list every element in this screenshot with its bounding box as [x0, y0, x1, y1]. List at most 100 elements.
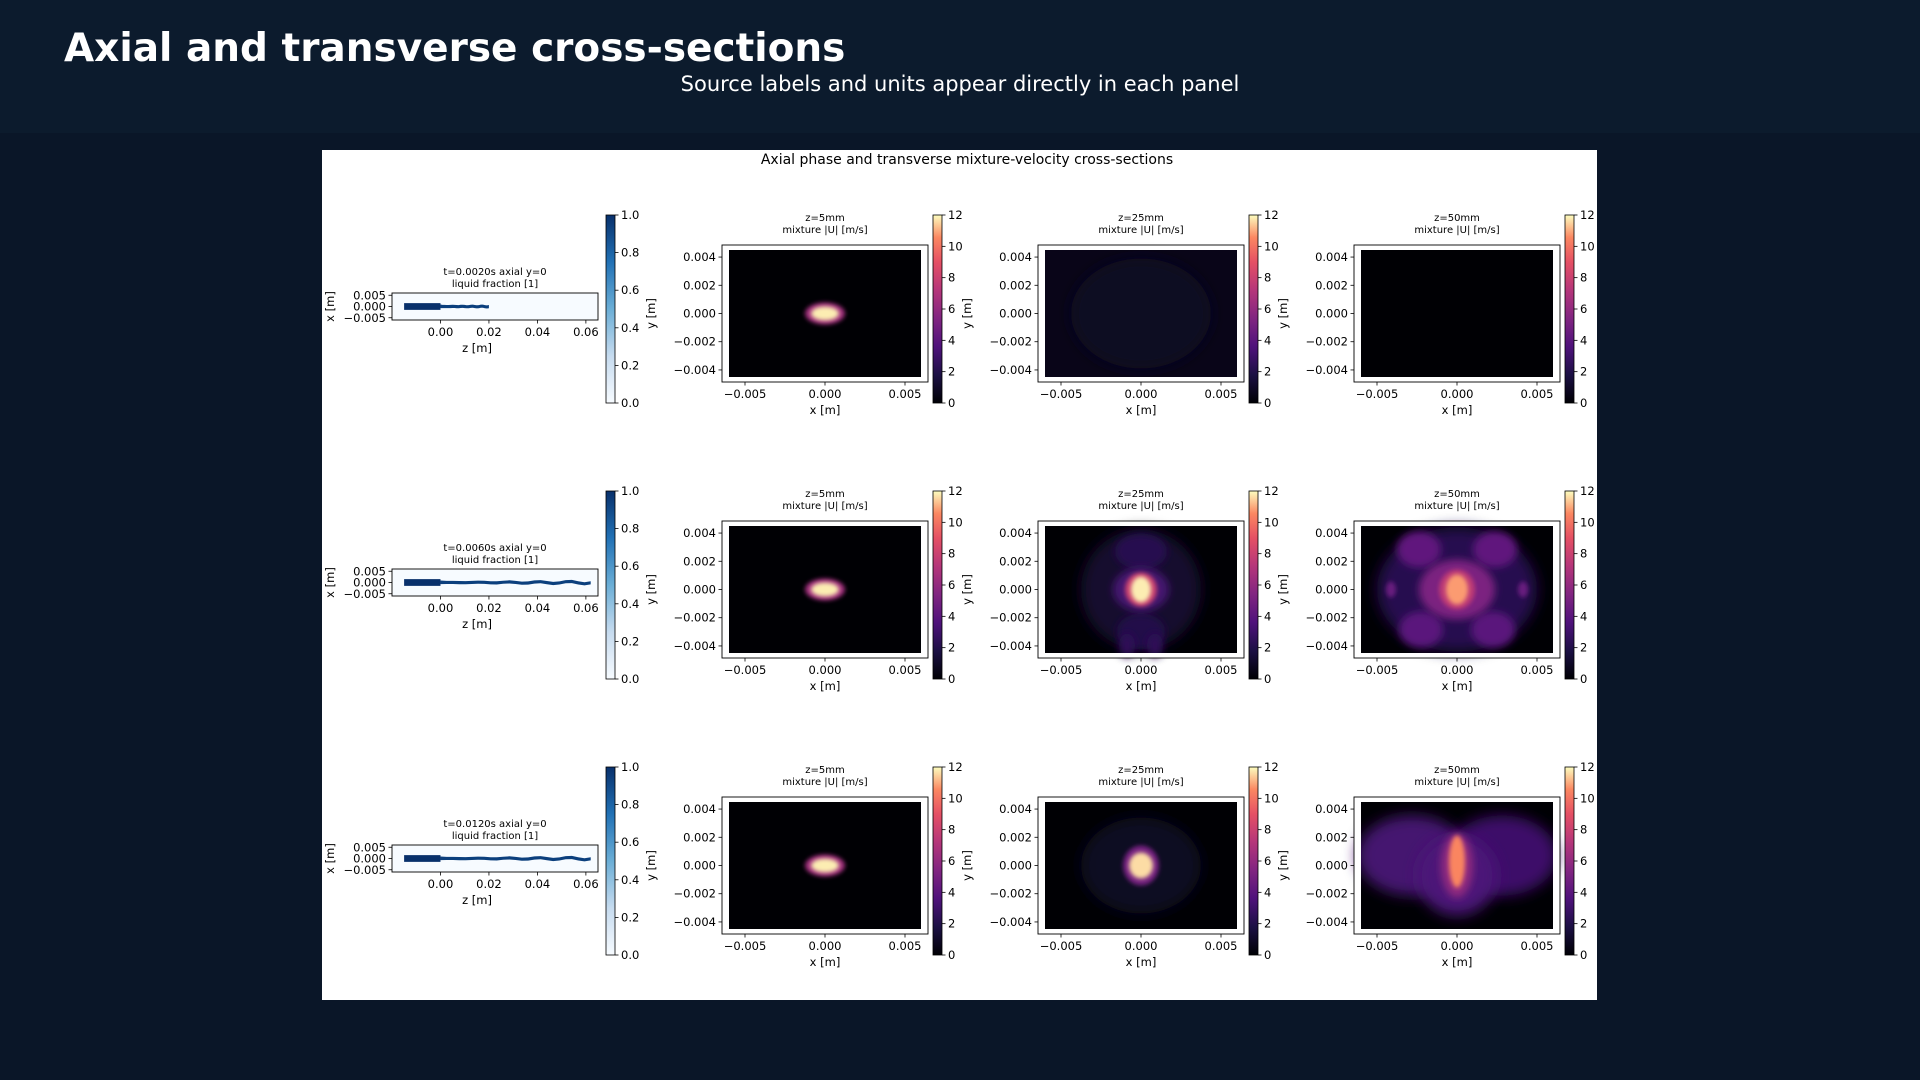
velocity-colorbar-tick-label: 0	[948, 948, 955, 962]
section-ytick-label: 0.002	[1315, 554, 1348, 568]
velocity-colorbar-tick-label: 2	[1264, 365, 1271, 379]
velocity-field	[1361, 250, 1553, 377]
velocity-colorbar-tick-label: 4	[948, 333, 955, 347]
section-ytick-label: −0.002	[989, 887, 1032, 901]
core-center	[1449, 835, 1465, 888]
velocity-colorbar-tick-label: 8	[948, 823, 955, 837]
velocity-colorbar-tick-label: 4	[948, 609, 955, 623]
velocity-colorbar-tick-label: 10	[948, 515, 963, 529]
velocity-colorbar-tick-label: 2	[1264, 641, 1271, 655]
section-ytick-label: −0.004	[673, 639, 716, 653]
section-ytick-label: 0.000	[1315, 859, 1348, 873]
section-title-line2: mixture |U| [m/s]	[1414, 225, 1499, 236]
velocity-colorbar-tick-label: 4	[948, 885, 955, 899]
velocity-colorbar-tick-label: 10	[1264, 791, 1279, 805]
section-xlabel: x [m]	[1126, 679, 1157, 693]
liquid-fraction-colorbar-tick-label: 0.8	[621, 798, 639, 812]
section-ytick-label: −0.004	[1305, 363, 1348, 377]
velocity-field	[729, 526, 921, 653]
axial-xtick-label: 0.04	[525, 325, 551, 339]
velocity-colorbar-tick-label: 0	[1580, 396, 1587, 410]
figure-title: Axial phase and transverse mixture-veloc…	[761, 152, 1173, 168]
velocity-colorbar-tick-label: 0	[948, 672, 955, 686]
axial-xlabel: z [m]	[462, 893, 492, 907]
section-ylabel: y [m]	[1276, 850, 1290, 881]
section-ytick-label: 0.004	[999, 526, 1032, 540]
axial-ytick-label: −0.005	[343, 587, 386, 601]
velocity-colorbar-tick-label: 6	[1264, 302, 1271, 316]
axial-title-line2: liquid fraction [1]	[452, 279, 538, 290]
velocity-colorbar-tick-label: 10	[1580, 239, 1595, 253]
liquid-fraction-colorbar-tick-label: 0.6	[621, 559, 639, 573]
velocity-colorbar-tick-label: 10	[1580, 515, 1595, 529]
velocity-colorbar-tick-label: 6	[1580, 578, 1587, 592]
velocity-colorbar-tick-label: 12	[948, 208, 963, 222]
section-ytick-label: −0.002	[1305, 611, 1348, 625]
velocity-colorbar-tick-label: 12	[1264, 208, 1279, 222]
section-ytick-label: −0.004	[673, 363, 716, 377]
section-ytick-label: 0.000	[683, 583, 716, 597]
section-ytick-label: 0.002	[683, 278, 716, 292]
section-ytick-label: 0.000	[999, 583, 1032, 597]
section-title-line1: z=50mm	[1434, 213, 1480, 224]
section-title-line1: z=50mm	[1434, 765, 1480, 776]
liquid-fraction-colorbar-tick-label: 0.2	[621, 910, 639, 924]
axial-liquid-core	[404, 579, 441, 586]
section-xtick-label: 0.005	[889, 387, 922, 401]
velocity-colorbar-tick-label: 2	[1264, 917, 1271, 931]
velocity-colorbar-tick-label: 4	[1580, 333, 1587, 347]
section-xtick-label: 0.000	[1125, 663, 1158, 677]
velocity-colorbar	[1564, 214, 1575, 404]
velocity-colorbar-tick-label: 6	[1264, 854, 1271, 868]
axial-ytick-label: 0.005	[353, 564, 386, 578]
velocity-field	[1045, 250, 1237, 377]
section-ylabel: y [m]	[960, 574, 974, 605]
velocity-colorbar-tick-label: 10	[1580, 791, 1595, 805]
section-ytick-label: −0.002	[1305, 887, 1348, 901]
velocity-colorbar-tick-label: 10	[1264, 239, 1279, 253]
velocity-colorbar	[1248, 766, 1259, 956]
section-title-line2: mixture |U| [m/s]	[1098, 225, 1183, 236]
velocity-colorbar-tick-label: 10	[948, 791, 963, 805]
axial-xtick-label: 0.04	[525, 877, 551, 891]
liquid-fraction-colorbar-tick-label: 0.6	[621, 283, 639, 297]
velocity-field	[729, 802, 921, 929]
axial-ytick-label: 0.000	[353, 852, 386, 866]
axial-liquid-core	[404, 855, 441, 862]
section-xtick-label: 0.005	[1205, 939, 1238, 953]
section-ytick-label: −0.004	[1305, 915, 1348, 929]
section-ytick-label: 0.002	[999, 278, 1032, 292]
section-ytick-label: 0.002	[999, 830, 1032, 844]
section-title-line1: z=5mm	[805, 213, 844, 224]
liquid-fraction-colorbar-tick-label: 0.6	[621, 835, 639, 849]
liquid-fraction-colorbar-tick-label: 0.0	[621, 948, 639, 962]
section-xlabel: x [m]	[1442, 403, 1473, 417]
figure-panel: Axial phase and transverse mixture-veloc…	[322, 150, 1597, 1000]
cross-section-figure: Axial phase and transverse mixture-veloc…	[323, 152, 1595, 969]
liquid-fraction-colorbar-tick-label: 1.0	[621, 208, 639, 222]
liquid-fraction-colorbar	[605, 490, 616, 680]
liquid-fraction-colorbar-tick-label: 0.2	[621, 358, 639, 372]
section-ytick-label: −0.002	[673, 335, 716, 349]
axial-xtick-label: 0.06	[573, 877, 599, 891]
velocity-colorbar-tick-label: 6	[1264, 578, 1271, 592]
liquid-fraction-colorbar-tick-label: 0.0	[621, 396, 639, 410]
section-title-line1: z=5mm	[805, 489, 844, 500]
velocity-colorbar-tick-label: 12	[1264, 484, 1279, 498]
section-ytick-label: 0.000	[683, 859, 716, 873]
section-xtick-label: 0.000	[1441, 939, 1474, 953]
axial-ytick-label: −0.005	[343, 863, 386, 877]
section-title-line2: mixture |U| [m/s]	[1414, 501, 1499, 512]
axial-ytick-label: 0.000	[353, 576, 386, 590]
velocity-colorbar-tick-label: 10	[948, 239, 963, 253]
section-ylabel: y [m]	[1276, 574, 1290, 605]
section-xlabel: x [m]	[810, 679, 841, 693]
axial-ytick-label: 0.005	[353, 288, 386, 302]
faint-glow	[1071, 258, 1211, 369]
velocity-colorbar-tick-label: 0	[1264, 672, 1271, 686]
velocity-field	[1045, 802, 1237, 929]
axial-xtick-label: 0.04	[525, 601, 551, 615]
velocity-colorbar-tick-label: 6	[1580, 854, 1587, 868]
plume-leg-left	[1119, 633, 1135, 658]
section-xtick-label: −0.005	[1040, 663, 1083, 677]
